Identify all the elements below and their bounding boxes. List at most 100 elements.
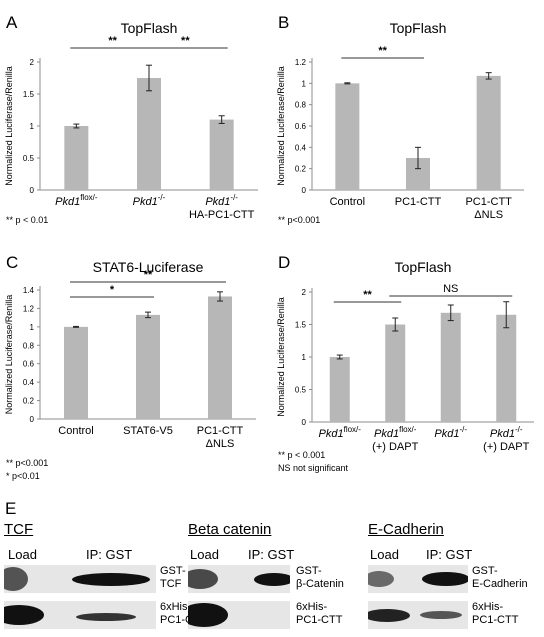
significance-label: ** [181, 35, 190, 47]
significance-label: ** [378, 45, 387, 57]
blot-band [4, 605, 44, 625]
footnote: NS not significant [278, 463, 349, 473]
significance-label: NS [443, 283, 458, 295]
y-tick-label: 0.8 [295, 101, 307, 110]
blot-ip-label: IP: GST [248, 547, 295, 562]
bar [209, 119, 234, 190]
y-tick-label: 1 [30, 323, 35, 332]
y-tick-label: 0.4 [295, 143, 307, 152]
chart-title: TopFlash [121, 20, 178, 36]
blot-band [76, 613, 136, 621]
category-label: Pkd1-/- [434, 425, 467, 440]
blot-load-label: Load [190, 547, 219, 562]
blot-title-tcf: TCF [4, 521, 34, 538]
y-tick-label: 1 [302, 79, 307, 88]
y-tick-label: 0.6 [295, 122, 307, 131]
blot-band [422, 572, 468, 586]
category-label: Control [58, 425, 93, 437]
y-tick-label: 0.5 [295, 386, 307, 395]
footnote: ** p < 0.001 [278, 450, 325, 460]
chart-title: TopFlash [390, 20, 447, 36]
blot-band [420, 611, 462, 619]
panel-letter: A [6, 13, 18, 32]
category-label: PC1-CTT [197, 425, 244, 437]
category-label: Pkd1flox/- [55, 193, 98, 208]
category-sublabel: (+) DAPT [483, 441, 529, 453]
panel-letter: B [278, 13, 289, 32]
chart-panel-a: A TopFlash Normalized Luciferase/Renilla 0 0… [4, 13, 258, 225]
category-label: Pkd1-/- [490, 425, 523, 440]
y-tick-label: 0.4 [23, 378, 35, 387]
blot-strip-bait [368, 565, 468, 593]
category-label: Pkd1flox/- [319, 425, 362, 440]
blot-title-beta-catenin: Beta catenin [188, 521, 272, 538]
blot-title-e-cadherin: E-Cadherin [368, 521, 444, 538]
blot-prey-label: 6xHis- PC1-CTT [296, 601, 343, 626]
y-tick-label: 1.2 [295, 58, 307, 67]
bar [329, 357, 350, 422]
chart-panel-d: D TopFlash Normalized Luciferase/Renilla 0 0… [276, 253, 534, 473]
bar [496, 314, 517, 422]
y-tick-label: 2 [30, 58, 35, 67]
blot-strip-prey [4, 601, 156, 629]
blot-band [188, 603, 228, 627]
category-label: Control [330, 196, 365, 208]
category-sublabel: ΔNLS [474, 209, 503, 221]
blot-band [188, 569, 218, 589]
chart-panel-c: C STAT6-Luciferase Normalized Luciferase/R… [4, 253, 256, 481]
y-tick-label: 1.2 [23, 304, 35, 313]
blot-band [368, 609, 410, 622]
blot-bait-label: GST- TCF [160, 565, 186, 590]
y-tick-label: 0 [30, 186, 35, 195]
blot-band [72, 573, 150, 586]
panel-letter: C [6, 253, 18, 272]
category-label: Pkd1-/- [205, 193, 238, 208]
significance-label: * [110, 284, 115, 296]
significance-label: ** [144, 269, 153, 281]
bar [440, 312, 461, 422]
category-label: STAT6-V5 [123, 425, 173, 437]
panel-letter-e: E [5, 499, 17, 518]
bar [476, 75, 501, 190]
y-axis-label: Normalized Luciferase/Renilla [276, 66, 286, 186]
category-sublabel: (+) DAPT [372, 441, 418, 453]
significance-label: ** [108, 35, 117, 47]
bar [385, 324, 406, 422]
blot-load-label: Load [370, 547, 399, 562]
y-axis-label: Normalized Luciferase/Renilla [4, 295, 14, 415]
blot-strip-bait [4, 565, 156, 593]
blot-strip-prey [188, 601, 290, 629]
panel-letter: D [278, 253, 290, 272]
y-tick-label: 0 [302, 186, 307, 195]
blot-band [254, 573, 290, 586]
chart-panel-b: B TopFlash Normalized Luciferase/Renilla 0 0… [276, 13, 524, 225]
y-tick-label: 0.5 [23, 154, 35, 163]
blot-band [4, 567, 28, 591]
blot-ip-label: IP: GST [426, 547, 473, 562]
footnote: * p<0.01 [6, 471, 40, 481]
blot-bait-label: GST-β-Catenin [296, 565, 344, 590]
bar [335, 83, 360, 190]
category-sublabel: ΔNLS [206, 438, 235, 450]
category-sublabel: HA-PC1-CTT [189, 209, 255, 221]
y-tick-label: 1.5 [23, 90, 35, 99]
y-axis-label: Normalized Luciferase/Renilla [276, 297, 286, 417]
blot-load-label: Load [8, 547, 37, 562]
category-label: PC1-CTT [465, 196, 512, 208]
y-tick-label: 1.4 [23, 286, 35, 295]
bar [208, 296, 232, 419]
significance-label: ** [363, 289, 372, 301]
y-tick-label: 1.5 [295, 321, 307, 330]
blot-panel-e: E TCF Load IP: GST GST- TCF 6xHis- PC1-CTT… [0, 495, 544, 637]
y-axis-label: Normalized Luciferase/Renilla [4, 66, 14, 186]
category-label: Pkd1flox/- [374, 425, 417, 440]
y-tick-label: 2 [302, 288, 307, 297]
y-tick-label: 0.2 [295, 165, 307, 174]
footnote: ** p<0.001 [278, 215, 320, 225]
footnote: ** p < 0.01 [6, 215, 48, 225]
blot-ip-label: IP: GST [86, 547, 133, 562]
chart-title: TopFlash [395, 259, 452, 275]
blot-strip-prey [368, 601, 468, 629]
blot-strip-bait [188, 565, 290, 593]
y-tick-label: 1 [302, 353, 307, 362]
